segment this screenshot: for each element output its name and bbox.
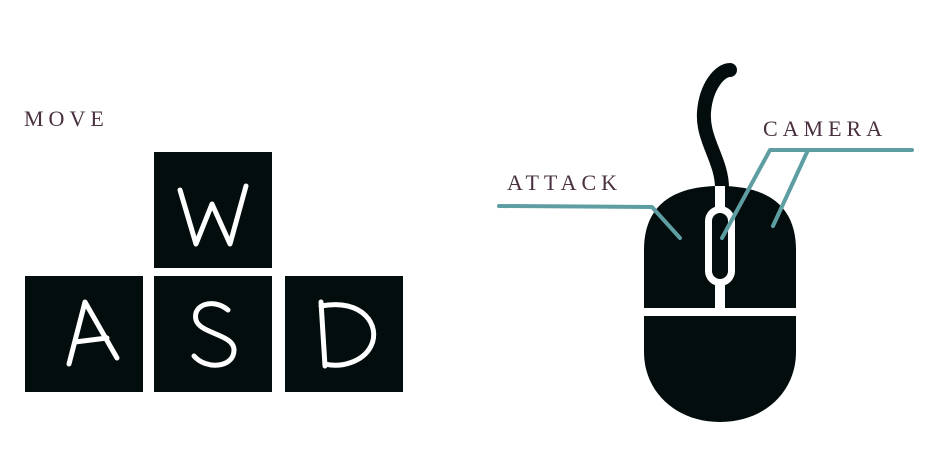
camera-pointer-line-2 <box>771 148 810 228</box>
attack-pointer-line <box>497 204 682 240</box>
camera-label: CAMERA <box>763 116 888 141</box>
key-s-glyph <box>191 301 237 368</box>
key-a-glyph <box>66 299 120 367</box>
mouse-icon <box>640 186 802 422</box>
move-label: MOVE <box>24 106 109 131</box>
key-d-glyph <box>318 299 377 369</box>
key-d <box>285 276 403 392</box>
attack-label: ATTACK <box>507 170 623 195</box>
key-s <box>154 276 272 392</box>
key-w <box>154 152 272 268</box>
key-a <box>25 276 143 392</box>
mouse-cord <box>696 63 737 195</box>
key-w-glyph <box>177 183 249 247</box>
camera-pointer-line <box>720 148 914 240</box>
